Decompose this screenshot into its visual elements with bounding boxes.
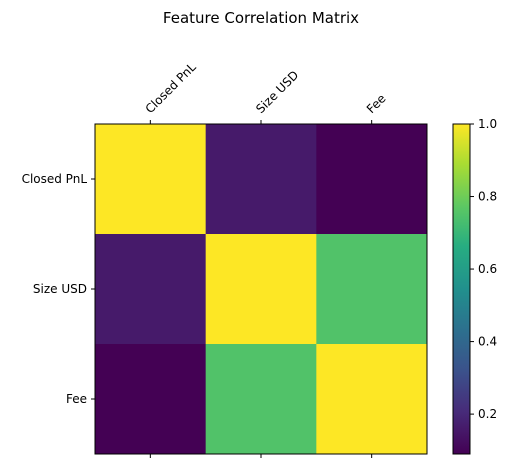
heatmap-cell-size-usd-closed-pnl: [95, 234, 207, 345]
y-tick-label-closed-pnl: Closed PnL: [22, 172, 88, 186]
colorbar-tick-label-0-2: 0.2: [478, 407, 497, 421]
heatmap-cell-closed-pnl-size-usd: [205, 124, 317, 235]
colorbar-tick-label-0-6: 0.6: [478, 262, 497, 276]
colorbar-ticks: 0.2 0.4 0.6 0.8 1.0: [470, 117, 497, 421]
heatmap-cell-closed-pnl-fee: [316, 124, 428, 235]
y-tick-label-fee: Fee: [66, 392, 87, 406]
heatmap-cells: [95, 124, 428, 455]
y-tick-label-size-usd: Size USD: [33, 282, 87, 296]
colorbar: [452, 123, 471, 455]
chart-title: Feature Correlation Matrix: [163, 9, 359, 27]
colorbar-tick-label-0-8: 0.8: [478, 190, 497, 204]
heatmap-cell-fee-size-usd: [205, 344, 317, 455]
x-tick-label-fee: Fee: [364, 91, 389, 116]
x-tick-label-size-usd: Size USD: [253, 68, 301, 116]
colorbar-tick-label-0-4: 0.4: [478, 335, 497, 349]
colorbar-tick-label-1-0: 1.0: [478, 117, 497, 131]
heatmap-cell-closed-pnl-closed-pnl: [95, 124, 207, 235]
x-tick-label-closed-pnl: Closed PnL: [143, 60, 199, 116]
heatmap-cell-fee-closed-pnl: [95, 344, 207, 455]
y-axis-ticks: Closed PnL Size USD Fee: [22, 172, 95, 406]
heatmap-cell-fee-fee: [316, 344, 428, 455]
heatmap-cell-size-usd-fee: [316, 234, 428, 345]
heatmap-cell-size-usd-size-usd: [205, 234, 317, 345]
